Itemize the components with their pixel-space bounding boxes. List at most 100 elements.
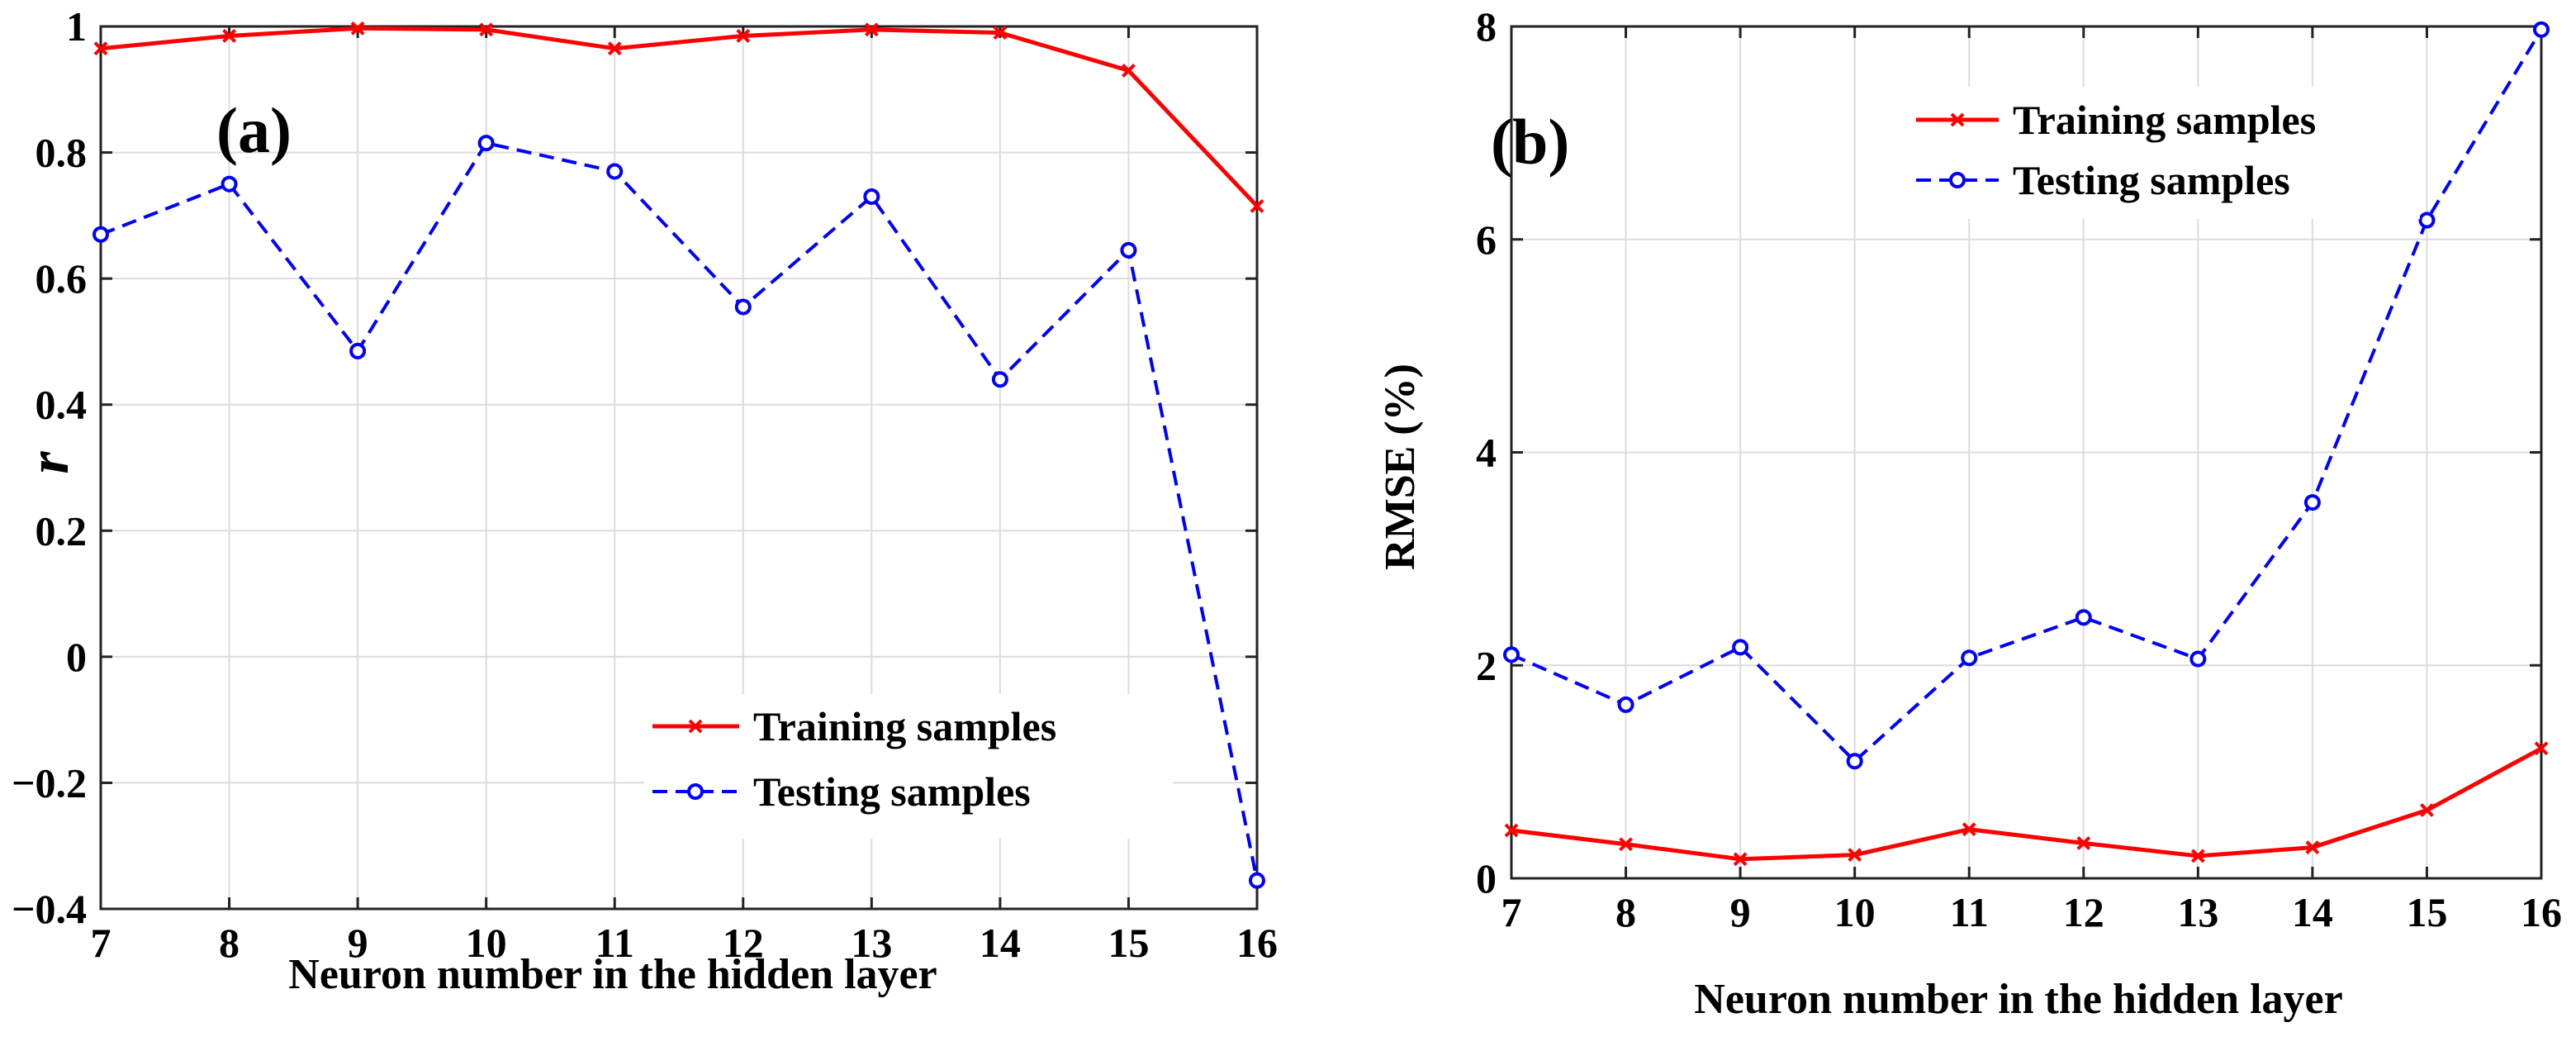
panel-a-series-1-point-3 <box>477 135 495 152</box>
panel-b-series-1-point-1 <box>1617 696 1634 713</box>
panel-b-ytick-label-0: 0 <box>1476 855 1497 901</box>
panel-b-xtick-label-2: 9 <box>1730 889 1751 935</box>
panel-b-ytick-label-4: 8 <box>1476 3 1497 50</box>
panel-a-series-0-point-5 <box>736 29 751 43</box>
panel-a-series-0-point-5-b <box>736 29 751 43</box>
panel-b-series-0-point-3 <box>1848 848 1862 863</box>
panel-a-series-1-point-9 <box>1249 872 1265 889</box>
panel-a-ytick-label-6: 0.8 <box>36 130 88 176</box>
panel-a-series-0-point-4-b <box>607 41 622 56</box>
panel-a-series-0-point-7-b <box>993 26 1008 40</box>
panel-a-series-0-point-8 <box>1122 63 1136 78</box>
panel-b-xlabel: Neuron number in the hidden layer <box>1694 976 2342 1023</box>
panel-a-axes-box <box>99 25 1259 911</box>
panel-a-xtick-label-0: 7 <box>91 920 111 966</box>
panel-a-series-1-line <box>100 141 1259 882</box>
panel-a-series-0-point-8-b <box>1122 63 1136 78</box>
panel-a-legend: Training samples Testing samples <box>644 694 1173 839</box>
panel-b-series-0-point-2 <box>1733 852 1748 867</box>
panel-b-series-0-point-7-b <box>2305 840 2320 855</box>
panel-a-ytick-label-3: 0.2 <box>36 507 88 554</box>
panel-b-xtick-label-4: 11 <box>1950 889 1989 935</box>
panel-b-series-1-point-8 <box>2418 212 2436 229</box>
panel-b-series-0-point-6 <box>2190 849 2205 863</box>
panel-b-xtick-label-0: 7 <box>1501 889 1522 935</box>
panel-b-xtick-label-5: 12 <box>2063 889 2104 935</box>
panel-a-series-0-point-9-b <box>1250 199 1264 213</box>
panel-b-xtick-label-8: 15 <box>2406 889 2447 935</box>
panel-a-xtick-label-5: 12 <box>723 920 764 966</box>
panel-b-series-0-point-1-b <box>1619 837 1633 852</box>
panel-a-ytick-label-7: 1 <box>66 3 87 50</box>
panel-a-xtick-label-3: 10 <box>466 920 507 966</box>
panel-a-series-0-point-7 <box>993 26 1008 40</box>
panel-b-legend-test-text: Testing samples <box>2013 157 2290 203</box>
panel-a-series-1-point-1 <box>221 175 238 193</box>
panel-a-ytick-label-4: 0.4 <box>36 382 88 428</box>
panel-a-legend-test-text: Testing samples <box>753 768 1031 815</box>
panel-b-series-1-point-2 <box>1732 639 1749 656</box>
panel-b-series-0-point-4-b <box>1962 822 1976 837</box>
panel-a-xtick-label-9: 16 <box>1236 920 1278 966</box>
panel-b-series-1-point-0 <box>1503 646 1520 663</box>
panel-a-series-1-point-5 <box>734 298 752 316</box>
panel-b-series-1-point-6 <box>2189 650 2207 668</box>
panel-b-xtick-label-9: 16 <box>2521 889 2562 935</box>
panel-a-label: (a) <box>216 94 292 166</box>
panel-b-ytick-label-2: 4 <box>1476 430 1497 476</box>
panel-a-series-0-point-1 <box>222 29 236 43</box>
panel-b-series-0-point-5 <box>2076 836 2091 850</box>
panel-b-series-0-line <box>1511 746 2543 862</box>
panel-b-label: (b) <box>1491 106 1569 178</box>
panel-a-legend-train-text: Training samples <box>753 703 1056 749</box>
panel-b-xtick-label-1: 8 <box>1615 889 1636 935</box>
panel-b-xtick-label-7: 14 <box>2292 889 2333 935</box>
panel-b-series-0-point-5-b <box>2076 836 2091 850</box>
panel-a-series-0-point-6-b <box>864 22 879 37</box>
panel-a-series-0-point-6 <box>864 22 879 37</box>
panel-b-xtick-label-6: 13 <box>2177 889 2218 935</box>
panel-a-xlabel: Neuron number in the hidden layer <box>288 951 937 998</box>
panel-b-series-0-point-3-b <box>1848 848 1862 863</box>
panel-b-series-0-point-9-b <box>2534 741 2549 756</box>
panel-a-xtick-label-4: 11 <box>595 920 634 966</box>
panel-b-series-0-point-0 <box>1504 823 1519 838</box>
panel-b-series-1-point-9 <box>2533 21 2550 38</box>
panel-a-ytick-label-5: 0.6 <box>36 255 88 302</box>
panel-a-series-1-point-2 <box>349 342 367 359</box>
panel-b-series-0-point-8-b <box>2420 803 2434 817</box>
panel-a-series-1-point-4 <box>606 163 624 180</box>
panel-a-series-0-point-9 <box>1250 199 1264 213</box>
panel-a-series-1-point-6 <box>863 188 880 205</box>
panel-b-ytick-label-1: 2 <box>1476 642 1497 688</box>
panel-b-legend: Training samples Testing samples <box>1908 87 2420 219</box>
panel-b-series-1-point-4 <box>1961 649 1978 667</box>
panel-a-ytick-label-1: −0.2 <box>12 759 87 806</box>
panel-b-series-0-point-8 <box>2420 803 2434 817</box>
panel-b-series-0-point-7 <box>2305 840 2320 855</box>
panel-b-series-1-point-7 <box>2303 494 2321 511</box>
panel-b-series-0-point-1 <box>1619 837 1633 852</box>
panel-a-series-0-point-3 <box>479 22 494 37</box>
panel-b-legend-train-text: Training samples <box>2013 97 2316 143</box>
panel-a-legend-test-marker <box>687 783 704 800</box>
panel-b-series-0-point-0-b <box>1504 823 1519 838</box>
panel-a-xtick-label-7: 14 <box>980 920 1021 966</box>
panel-a-series-0-point-2-b <box>350 21 365 36</box>
panel-a-legend-train-marker <box>688 719 703 734</box>
panel-b-ytick-label-3: 6 <box>1476 216 1497 263</box>
panel-b-series-0-point-4 <box>1962 822 1976 837</box>
panel-a-ytick-label-2: 0 <box>66 634 87 680</box>
panel-b-xtick-label-3: 10 <box>1834 889 1876 935</box>
panel-b-ylabel: RMSE (%) <box>1377 364 1424 570</box>
panel-a-series-1-point-7 <box>991 371 1008 388</box>
panel-b-series-1-point-3 <box>1846 753 1863 770</box>
panel-a-xtick-label-1: 8 <box>219 920 240 966</box>
panel-a-series-0-point-1-b <box>222 29 236 43</box>
panel-a-xtick-label-2: 9 <box>348 920 368 966</box>
panel-a-series-0-point-2 <box>350 21 365 36</box>
panel-a-series-0-point-4 <box>607 41 622 56</box>
panel-b-series-0-point-9 <box>2534 741 2549 756</box>
panel-a-series-1-point-8 <box>1120 241 1137 259</box>
